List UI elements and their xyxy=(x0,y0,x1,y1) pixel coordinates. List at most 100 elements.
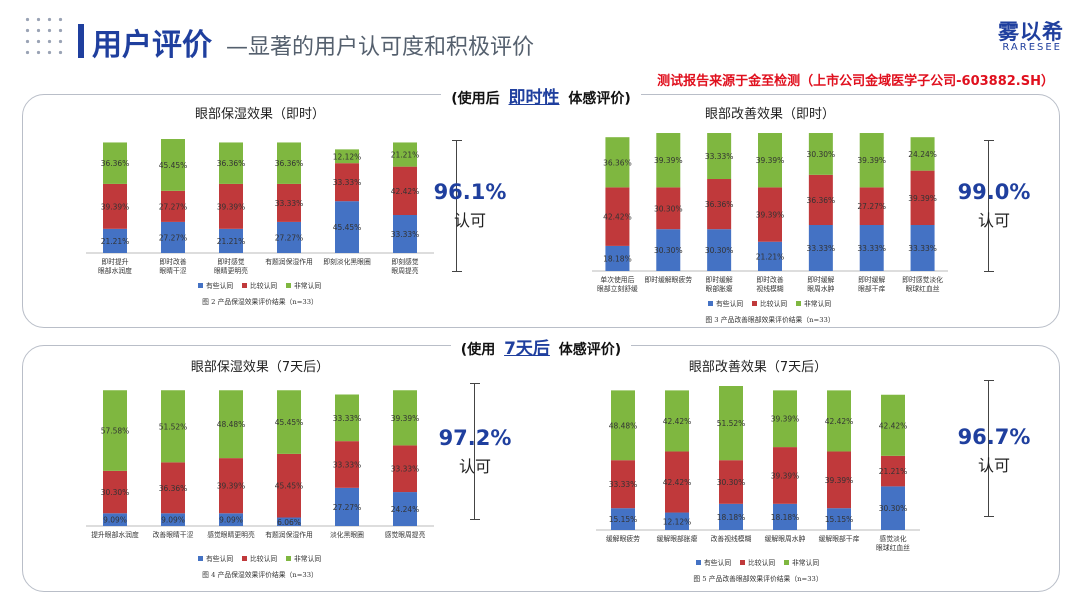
category-label: 感觉眼周提亮 xyxy=(385,530,426,539)
bar-value-label: 42.42% xyxy=(663,478,692,487)
legend-swatch xyxy=(784,560,789,565)
bar-value-label: 33.33% xyxy=(857,244,886,253)
category-label: 缓解眼周水肿 xyxy=(765,534,806,543)
bar-value-label: 21.21% xyxy=(879,467,908,476)
bar-value-label: 30.30% xyxy=(879,504,908,513)
bar-value-label: 39.39% xyxy=(908,194,937,203)
bar-value-label: 36.36% xyxy=(807,196,836,205)
category-label: 改善眼睛干涩 xyxy=(153,530,194,539)
bar-value-label: 30.30% xyxy=(101,488,130,497)
bar-value-label: 39.39% xyxy=(756,156,785,165)
bar-value-label: 45.45% xyxy=(159,161,188,170)
bar-segment xyxy=(881,486,905,530)
chart-moisture-immediate: 21.21% 39.39% 36.36% 即时提升 眼部水润度 27.27% 27.27% 4… xyxy=(80,103,440,325)
stacked-bar-chart: 9.09% 30.30% 57.58% 提升眼部水润度 9.09% 36.36% 51.52… xyxy=(86,390,434,579)
category-label: 即时提升 xyxy=(101,257,128,266)
bar-segment xyxy=(719,503,743,530)
chart-caption: 图 5 产品改善眼部效果评价结果（n=33） xyxy=(693,574,822,583)
legend-label: 非常认同 xyxy=(294,554,321,563)
bar-value-label: 39.39% xyxy=(825,476,854,485)
bar-value-label: 33.33% xyxy=(609,480,638,489)
bar-segment xyxy=(808,133,833,175)
approval-bracket xyxy=(470,383,480,520)
legend-label: 非常认同 xyxy=(804,299,831,308)
bar-segment xyxy=(103,513,127,526)
bar-segment xyxy=(611,508,635,530)
bar-segment xyxy=(910,170,935,226)
category-label: 感觉眼睛更明亮 xyxy=(207,530,255,539)
category-label: 有题润保湿作用 xyxy=(265,530,313,539)
legend-swatch xyxy=(198,283,203,288)
bar-value-label: 33.33% xyxy=(333,178,362,187)
legend-swatch xyxy=(752,301,757,306)
bar-segment xyxy=(656,133,681,188)
category-label: 眼部水润度 xyxy=(98,266,132,275)
bar-value-label: 39.39% xyxy=(217,202,246,211)
bar-value-label: 9.09% xyxy=(161,516,185,525)
approval-percent: 96.1% xyxy=(433,180,507,204)
bar-value-label: 21.21% xyxy=(391,151,420,160)
bar-value-label: 9.09% xyxy=(219,516,243,525)
bar-value-label: 33.33% xyxy=(333,460,362,469)
bar-value-label: 18.18% xyxy=(717,513,746,522)
bar-segment xyxy=(393,142,417,167)
title-accent-bar xyxy=(78,24,84,58)
bar-value-label: 33.33% xyxy=(391,465,420,474)
legend-swatch xyxy=(796,301,801,306)
bar-segment xyxy=(758,241,782,271)
bar-segment xyxy=(605,245,630,271)
bar-value-label: 30.30% xyxy=(807,150,836,159)
bar-segment xyxy=(881,455,905,487)
chart-title: 眼部改善效果（即时） xyxy=(704,107,835,122)
bar-segment xyxy=(665,512,689,530)
bar-segment xyxy=(219,458,243,514)
legend-swatch xyxy=(286,283,291,288)
bar-segment xyxy=(277,453,301,518)
bar-value-label: 51.52% xyxy=(717,419,746,428)
category-label: 即刻淡化黑眼圈 xyxy=(323,257,371,266)
bar-segment xyxy=(859,133,884,188)
bar-segment xyxy=(707,179,732,230)
legend-swatch xyxy=(242,556,247,561)
category-label: 眼球红血丝 xyxy=(876,543,910,552)
chart-title: 眼部保湿效果（7天后） xyxy=(190,360,330,375)
bar-segment xyxy=(161,190,185,222)
bar-segment xyxy=(758,187,782,242)
legend-swatch xyxy=(708,301,713,306)
bar-segment xyxy=(773,503,797,530)
bar-segment xyxy=(277,390,301,454)
category-label: 眼周提亮 xyxy=(391,266,418,275)
bar-segment xyxy=(719,386,743,461)
bar-segment xyxy=(393,390,417,446)
bar-value-label: 21.21% xyxy=(756,252,785,261)
approval-bracket xyxy=(984,380,994,517)
bar-value-label: 42.42% xyxy=(391,187,420,196)
legend-swatch xyxy=(696,560,701,565)
bar-segment xyxy=(335,394,359,442)
brand-logo-subtext: RARESEE xyxy=(1002,42,1062,53)
bar-value-label: 36.36% xyxy=(603,158,632,167)
category-label: 即时缓解 xyxy=(706,275,733,284)
section-highlight: 7天后 xyxy=(504,339,550,359)
bar-segment xyxy=(103,183,127,229)
bar-segment xyxy=(808,225,833,271)
approval-label: 认可 xyxy=(977,211,1010,230)
bar-value-label: 18.18% xyxy=(603,254,632,263)
page-title: 用户评价 xyxy=(92,28,212,63)
bar-segment xyxy=(393,445,417,493)
bar-segment xyxy=(161,462,185,514)
category-label: 眼睛干涩 xyxy=(159,266,186,275)
chart-caption: 图 2 产品保湿效果评价结果（n=33） xyxy=(202,297,318,306)
category-label: 即时缓解 xyxy=(807,275,834,284)
category-label: 眼部胀瘪 xyxy=(706,284,733,293)
bar-segment xyxy=(827,390,851,452)
bar-segment xyxy=(161,390,185,463)
bar-segment xyxy=(665,451,689,513)
bar-segment xyxy=(859,187,884,226)
bar-segment xyxy=(611,460,635,509)
report-source-note: 测试报告来源于金至检测（上市公司金域医学子公司-603882.SH） xyxy=(657,74,1054,89)
bar-value-label: 27.27% xyxy=(159,233,188,242)
bar-value-label: 48.48% xyxy=(609,421,638,430)
approval-label: 认可 xyxy=(977,456,1010,475)
